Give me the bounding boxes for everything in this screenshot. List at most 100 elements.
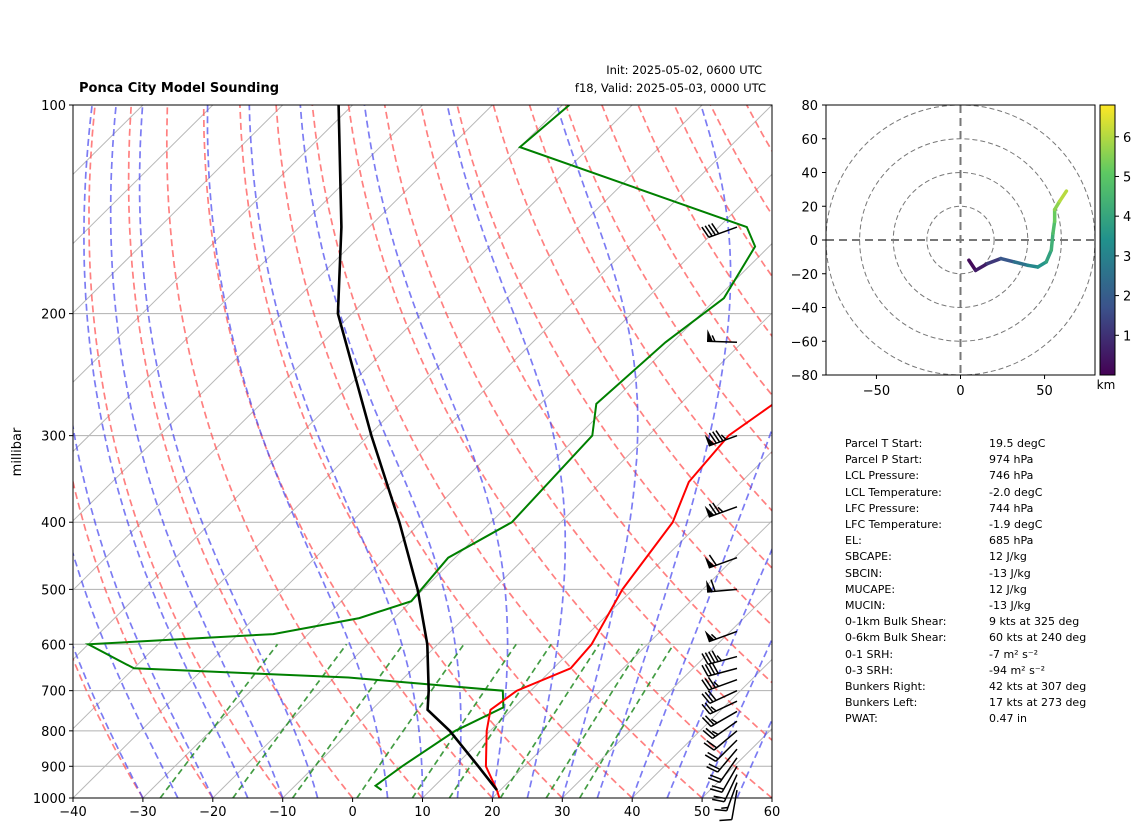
dry-adiabat <box>275 105 633 798</box>
isotherm-line <box>212 242 772 798</box>
y-tick-label: 700 <box>41 685 66 700</box>
x-tick-label: 0 <box>348 805 356 820</box>
moist-adiabat <box>138 105 319 798</box>
y-tick-label: 900 <box>41 760 66 775</box>
parameter-value: 685 hPa <box>989 534 1034 548</box>
y-tick-label: 300 <box>41 430 66 445</box>
hodograph-segment <box>1012 260 1030 268</box>
x-tick-label: −30 <box>129 805 156 820</box>
wind-barb <box>701 710 738 728</box>
isotherm-line <box>73 105 423 453</box>
parameter-value: -13 J/kg <box>989 566 1031 580</box>
mixing-ratio-line <box>448 643 552 798</box>
wind-barb <box>704 554 738 569</box>
parameter-label: LFC Temperature: <box>845 518 943 532</box>
parameter-value: -2.0 degC <box>989 485 1043 499</box>
mixing-ratio-line <box>545 643 643 798</box>
dry-adiabat <box>73 656 144 798</box>
moist-adiabat <box>555 105 639 798</box>
isotherm-line <box>73 105 353 383</box>
parameter-row: LCL Pressure: 746 hPa <box>845 468 1086 484</box>
hodograph-segment <box>985 256 1003 266</box>
hodo-y-tick-label: 40 <box>801 167 818 182</box>
hodograph-segment <box>1044 248 1054 264</box>
mixing-ratio-line <box>578 643 675 798</box>
parameter-value: -1.9 degC <box>989 518 1043 532</box>
parameter-label: 0-1 SRH: <box>845 647 894 661</box>
moist-adiabat <box>73 550 179 798</box>
isotherm-line <box>73 105 493 522</box>
wind-barb <box>707 757 738 784</box>
x-tick-label: 50 <box>694 805 711 820</box>
parameter-row: MUCIN: -13 J/kg <box>845 598 1086 614</box>
parameter-row: Bunkers Left: 17 kts at 273 deg <box>845 695 1086 711</box>
moist-adiabat <box>73 422 214 798</box>
valid-time: f18, Valid: 2025-05-03, 0000 UTC <box>575 81 766 95</box>
wind-barb <box>701 700 738 715</box>
wind-barb <box>701 676 738 691</box>
moist-adiabat <box>631 426 772 798</box>
wind-barb <box>706 748 738 773</box>
hodograph-segment <box>1051 219 1057 235</box>
parameter-label: MUCAPE: <box>845 582 896 596</box>
dry-adiabat <box>127 105 354 798</box>
parameter-value: 9 kts at 325 deg <box>989 615 1080 629</box>
moist-adiabat <box>446 105 567 798</box>
dry-adiabat <box>88 105 284 798</box>
wind-barb <box>706 579 738 593</box>
y-tick-label: 1000 <box>33 792 66 807</box>
mixing-ratio-line <box>291 643 404 798</box>
parameter-row: 0-6km Bulk Shear: 60 kts at 240 deg <box>845 630 1086 646</box>
parameter-label: EL: <box>845 534 862 548</box>
temperature-profile <box>484 403 772 798</box>
wind-barb <box>701 689 738 705</box>
isotherm-line <box>73 105 214 245</box>
wind-barb <box>719 789 738 822</box>
colorbar-tick-label: 6 <box>1123 131 1131 146</box>
x-tick-label: 40 <box>624 805 641 820</box>
wind-barb <box>704 630 738 643</box>
parameter-value: 974 hPa <box>989 453 1034 467</box>
y-tick-label: 800 <box>41 725 66 740</box>
parameter-value: 17 kts at 273 deg <box>989 696 1087 710</box>
wind-barb <box>701 650 738 666</box>
wind-barb <box>702 720 738 740</box>
parameter-value: -94 m² s⁻² <box>989 663 1046 677</box>
parameter-label: LFC Pressure: <box>845 501 920 515</box>
colorbar-tick-label: 2 <box>1123 290 1131 305</box>
parameter-row: Parcel T Start: 19.5 degC <box>845 436 1086 452</box>
moist-adiabat <box>83 105 249 798</box>
y-tick-label: 200 <box>41 308 66 323</box>
y-axis-label: millibar <box>10 427 25 476</box>
y-tick-label: 100 <box>41 99 66 114</box>
hodo-y-tick-label: 0 <box>810 234 818 249</box>
parameter-value: 12 J/kg <box>989 582 1027 596</box>
parameter-label: Bunkers Left: <box>845 696 918 710</box>
x-tick-label: −40 <box>59 805 86 820</box>
hodo-y-tick-label: 80 <box>801 99 818 114</box>
wind-barb <box>701 662 738 677</box>
hodograph-segment <box>1049 231 1055 252</box>
wind-barb <box>703 730 738 751</box>
hodo-x-tick-label: 0 <box>956 384 964 399</box>
parameter-row: SBCIN: -13 J/kg <box>845 566 1086 582</box>
parameter-label: LCL Pressure: <box>845 469 920 483</box>
dry-adiabat <box>347 105 772 798</box>
mixing-ratio-line <box>356 643 465 798</box>
moist-adiabat <box>206 105 389 798</box>
parcel-profile <box>336 105 498 791</box>
parameter-row: PWAT: 0.47 in <box>845 711 1086 727</box>
dewpoint-profile <box>84 105 757 791</box>
moist-adiabat <box>248 105 424 798</box>
dry-adiabat <box>165 105 424 798</box>
dry-adiabat <box>601 105 772 397</box>
parameter-label: SBCAPE: <box>845 550 892 564</box>
y-tick-label: 600 <box>41 638 66 653</box>
parameter-label: LCL Temperature: <box>845 485 942 499</box>
isotherm-line <box>73 105 563 591</box>
wind-barb <box>701 223 738 238</box>
x-tick-label: 30 <box>554 805 571 820</box>
x-tick-label: 60 <box>764 805 781 820</box>
y-tick-label: 400 <box>41 516 66 531</box>
parameter-value: -13 J/kg <box>989 599 1031 613</box>
